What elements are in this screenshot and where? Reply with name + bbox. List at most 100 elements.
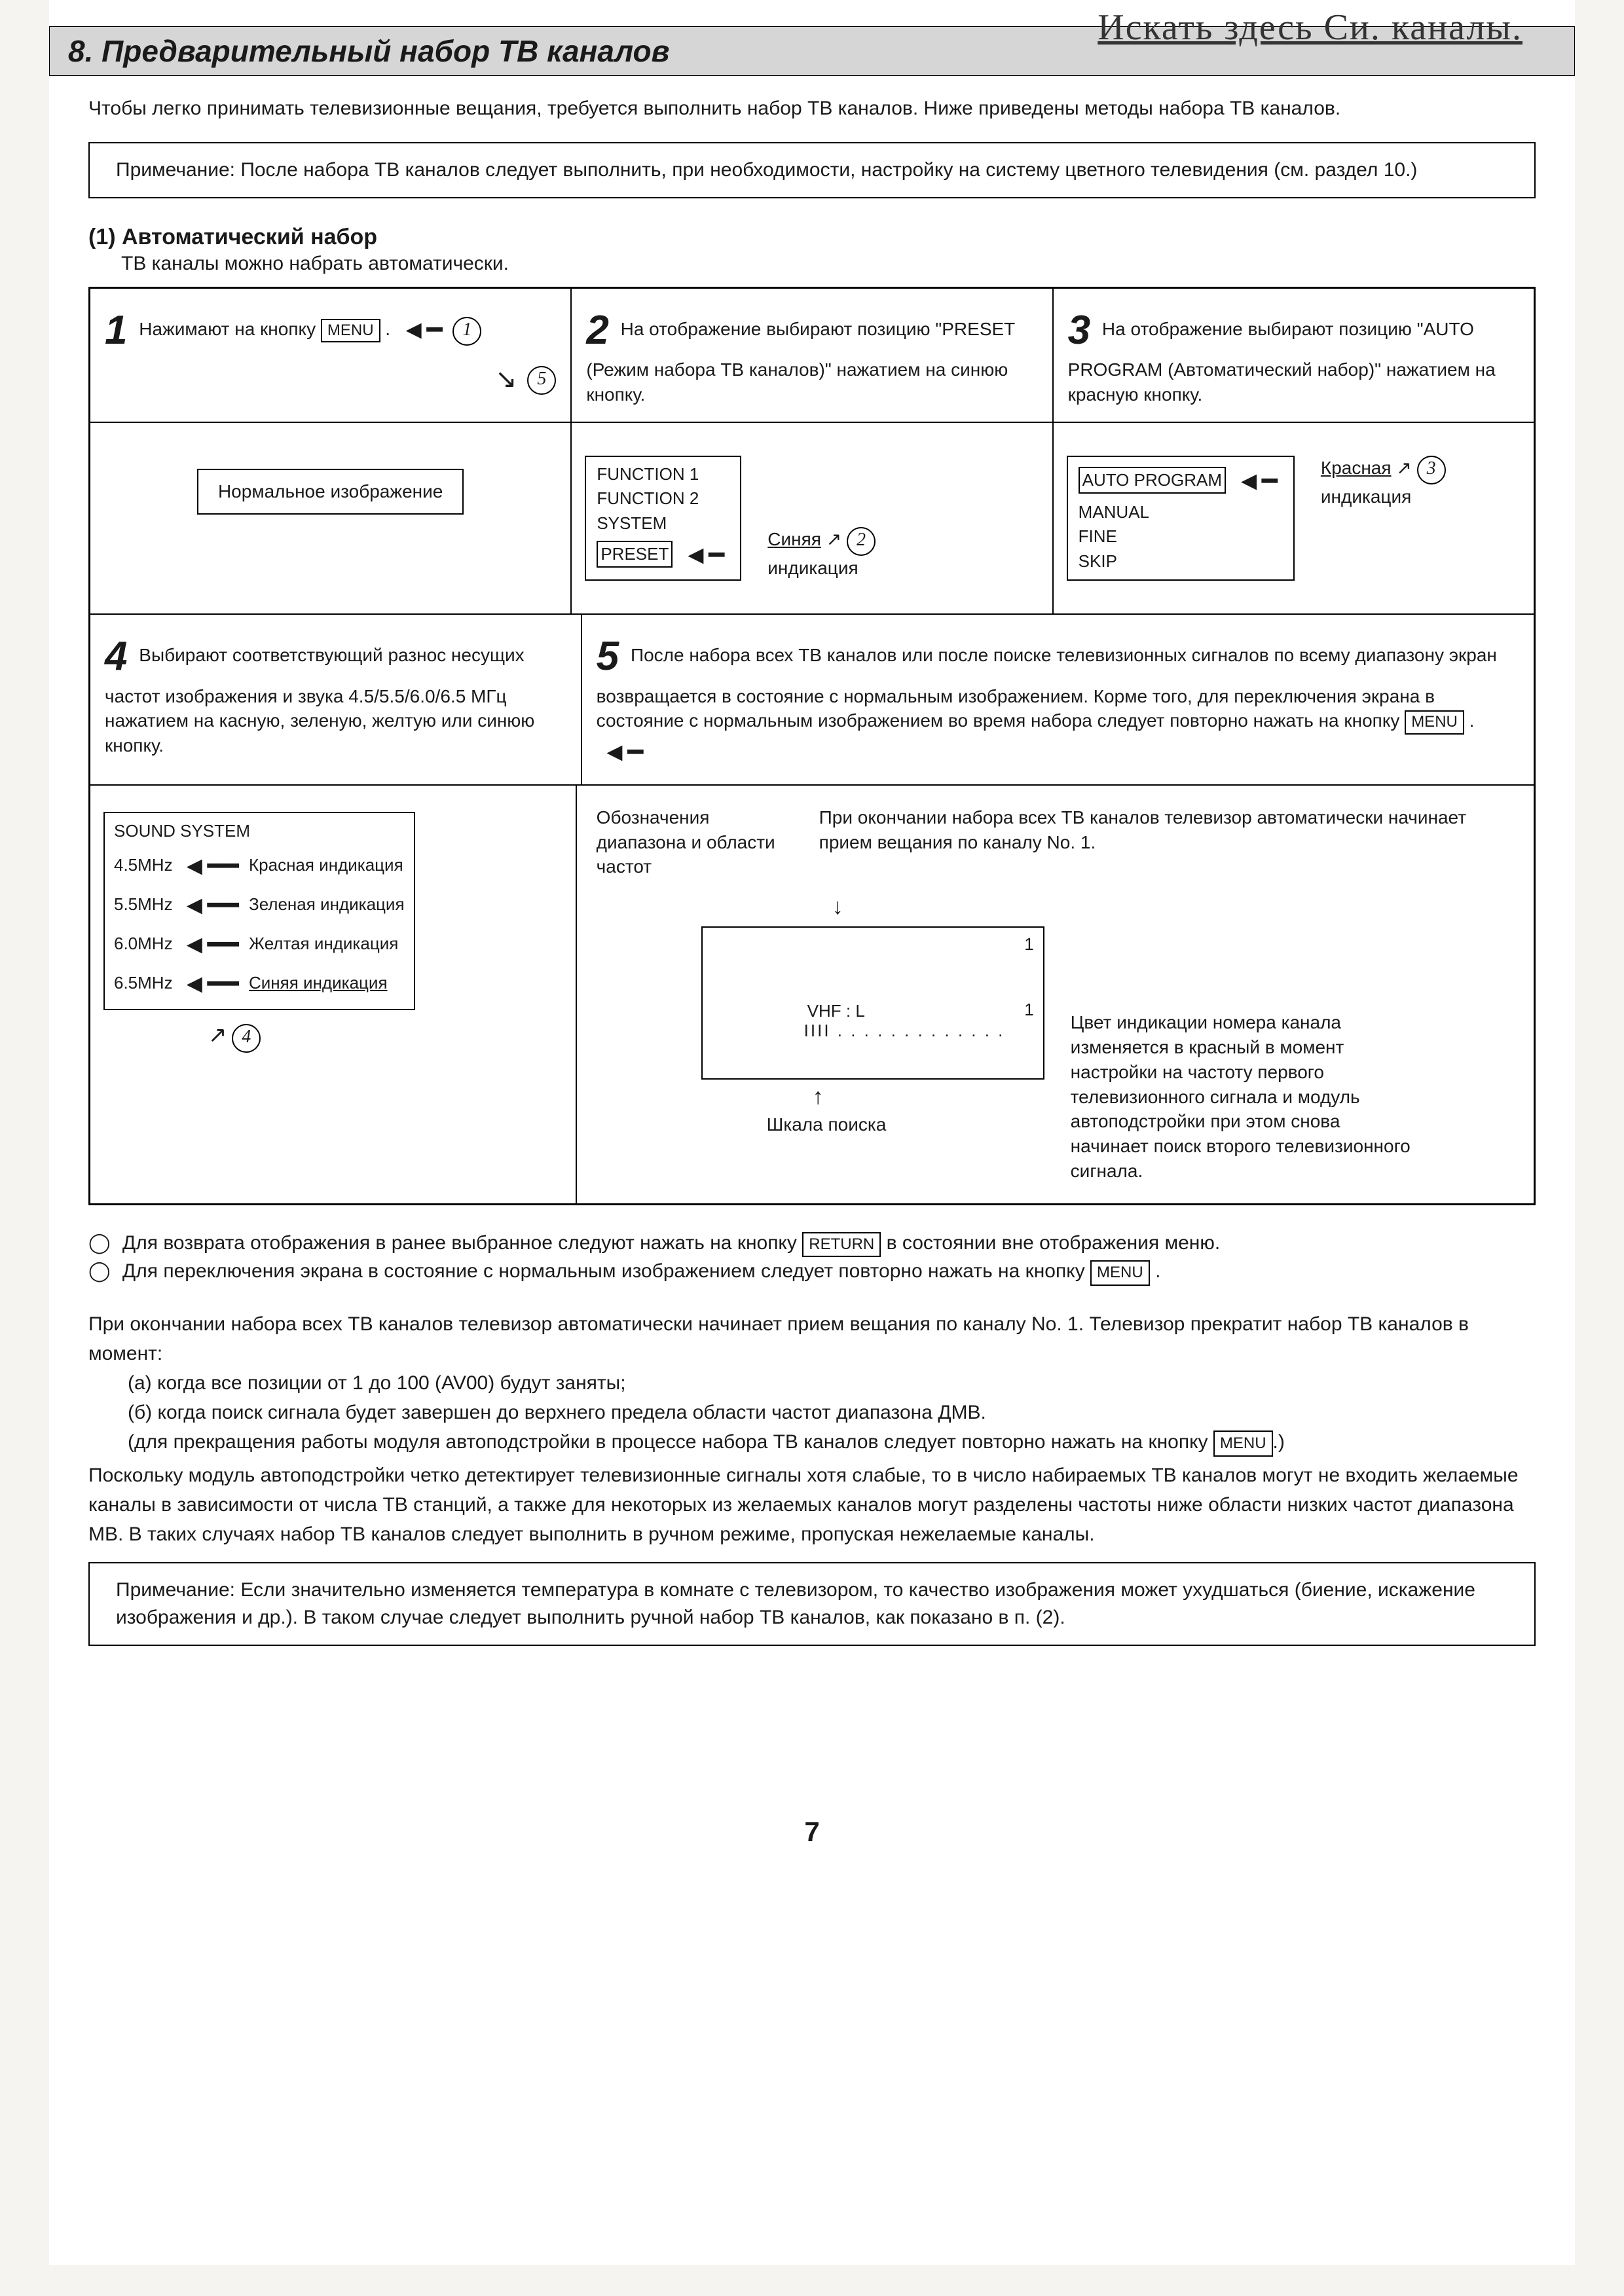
scan-bottom-text: Цвет индикации номера канала изменяется … [1071,1010,1411,1184]
step-5-header: 5 После набора всех ТВ каналов или после… [581,614,1534,785]
step-2-illus: FUNCTION 1 FUNCTION 2 SYSTEM PRESET ◄━ С… [571,422,1052,614]
step-2-header: 2 На отображение выбирают позицию "PRESE… [571,288,1052,422]
menu-item: FUNCTION 1 [597,462,729,487]
auto-subtext: ТВ каналы можно набрать автоматически. [121,253,1503,275]
cond-intro: При окончании набора всех ТВ каналов тел… [88,1309,1536,1368]
hint-text-2: индикация [767,558,858,578]
menu-item: FINE [1079,524,1283,549]
sound-row: 4.5MHz◄━━ Красная индикация [114,847,405,886]
step-num: 3 [1068,303,1090,358]
step-1-illus: Нормальное изображение [90,422,571,614]
step-2-text: На отображение выбирают позицию "PRESET … [586,319,1014,405]
step-num: 4 [105,629,127,684]
note-box-2: Примечание: Если значительно изменяется … [88,1562,1536,1646]
sound-row: 6.5MHz◄━━ Синяя индикация [114,964,405,1004]
arrow-icon: ↘ [495,361,517,397]
step-num: 5 [597,629,619,684]
cond-paren: (для прекращения работы модуля автоподст… [128,1427,1536,1457]
scan-scale: IIII . . . . . . . . . . . . . [804,1019,1005,1042]
sound-title: SOUND SYSTEM [114,818,405,844]
cond-par2: Поскольку модуль автоподстройки четко де… [88,1461,1536,1549]
cond-paren-a: (для прекращения работы модуля автоподст… [128,1431,1213,1453]
normal-image-box: Нормальное изображение [197,469,464,515]
menu-item: FUNCTION 2 [597,486,729,511]
step-3-illus: AUTO PROGRAM ◄━ MANUAL FINE SKIP Красная… [1053,422,1534,614]
bullet-text-2: в состоянии вне отображения меню. [887,1232,1221,1254]
cond-a: (а) когда все позиции от 1 до 100 (AV00)… [128,1368,1536,1398]
step-4-illus: SOUND SYSTEM 4.5MHz◄━━ Красная индикация… [90,785,576,1204]
scan-scale-label: Шкала поиска [767,1112,1044,1137]
intro-text: Чтобы легко принимать телевизионные веща… [88,96,1536,122]
menu-button-label: MENU [321,319,380,342]
scan-channel: 1 [1024,933,1033,956]
arrow-icon: ◄━ [401,312,443,348]
handwritten-circle-3: 3 [1417,456,1446,484]
step-3-text: На отображение выбирают позицию "AUTO PR… [1068,319,1496,405]
arrow-icon: ↗ [1396,458,1411,478]
bullet-text: Для возврата отображения в ранее выбранн… [122,1232,797,1254]
bullet-item: ◯ Для возврата отображения в ранее выбра… [88,1229,1536,1258]
cond-b: (б) когда поиск сигнала будет завершен д… [128,1398,1536,1427]
arrow-left-icon: ◄━━ [181,847,239,886]
page: Искать здесь Си. каналы. 8. Предваритель… [49,0,1575,2265]
note-box-1: Примечание: После набора ТВ каналов след… [88,142,1536,198]
page-number: 7 [49,1816,1575,1848]
arrow-left-icon: ◄━━ [181,964,239,1004]
menu-item: MANUAL [1079,500,1283,525]
return-button-label: RETURN [802,1232,881,1258]
step-4-header: 4 Выбирают соответствующий разнос несущи… [90,614,581,785]
handwritten-circle-4: 4 [232,1024,261,1053]
handwritten-circle-2: 2 [847,527,876,556]
handwritten-circle-1: 1 [452,317,481,346]
menu-item: SKIP [1079,549,1283,574]
bullet-list: ◯ Для возврата отображения в ранее выбра… [88,1229,1536,1286]
menu-item: SYSTEM [597,511,729,536]
step-3-header: 3 На отображение выбирают позицию "AUTO … [1053,288,1534,422]
scan-label-top: Обозначения диапазона и области частот [597,805,793,879]
arrow-down-icon: ↓ [832,892,1044,922]
arrow-left-icon: ◄━ [602,735,644,770]
conditions-block: При окончании набора всех ТВ каналов тел… [88,1309,1536,1549]
sound-row: 6.0MHz◄━━ Желтая индикация [114,925,405,964]
arrow-up-icon: ↗ [208,1023,227,1048]
arrow-left-icon: ◄━━ [181,925,239,964]
sound-system-box: SOUND SYSTEM 4.5MHz◄━━ Красная индикация… [103,812,415,1010]
osd-menu-2: FUNCTION 1 FUNCTION 2 SYSTEM PRESET ◄━ [585,456,741,581]
handwritten-note: Искать здесь Си. каналы. [1098,7,1522,48]
scan-label-right: При окончании набора всех ТВ каналов тел… [819,805,1514,855]
step-1-text: Нажимают на кнопку [139,319,316,339]
step-1-header: 1 Нажимают на кнопку MENU . ◄━ 1 ↘ 5 [90,288,571,422]
arrow-icon: ↗ [826,529,841,549]
menu-selected: AUTO PROGRAM [1079,467,1226,494]
bullet-icon: ◯ [88,1232,111,1254]
hint-blue: Синяя ↗ 2 индикация [767,527,876,581]
bullet-text: Для переключения экрана в состояние с но… [122,1260,1085,1282]
steps-grid: 1 Нажимают на кнопку MENU . ◄━ 1 ↘ 5 2 Н… [88,287,1536,1205]
sound-row: 5.5MHz◄━━ Зеленая индикация [114,886,405,925]
hint-red: Красная ↗ 3 индикация [1321,456,1446,509]
hint-text: Красная [1321,458,1392,478]
hint-text: Синяя [767,529,821,549]
osd-menu-3: AUTO PROGRAM ◄━ MANUAL FINE SKIP [1067,456,1295,581]
step-5-illus: Обозначения диапазона и области частот П… [576,785,1534,1204]
scan-screen: 1 VHF : L 1 IIII . . . . . . . . . . . .… [701,926,1044,1080]
step-4-text: Выбирают соответствующий разнос несущих … [105,645,534,756]
arrow-left-icon: ◄━━ [181,886,239,925]
auto-heading: (1) Автоматический набор [88,225,1536,250]
scan-r1: 1 [1024,998,1033,1021]
menu-button-label: MENU [1090,1260,1150,1286]
hint-text-2: индикация [1321,486,1411,507]
arrow-left-icon: ◄━ [683,536,725,574]
bullet-icon: ◯ [88,1260,111,1282]
step-5-text: После набора всех ТВ каналов или после п… [597,645,1497,731]
cond-paren-b: .) [1273,1431,1285,1453]
menu-button-label: MENU [1405,710,1464,734]
menu-button-label: MENU [1213,1430,1273,1457]
step-num: 2 [586,303,608,358]
arrow-left-icon: ◄━ [1236,462,1278,500]
bullet-item: ◯ Для переключения экрана в состояние с … [88,1257,1536,1286]
handwritten-circle-5: 5 [527,366,556,395]
bullet-text-2: . [1155,1260,1160,1282]
step-num: 1 [105,303,127,358]
menu-selected: PRESET [597,541,673,568]
